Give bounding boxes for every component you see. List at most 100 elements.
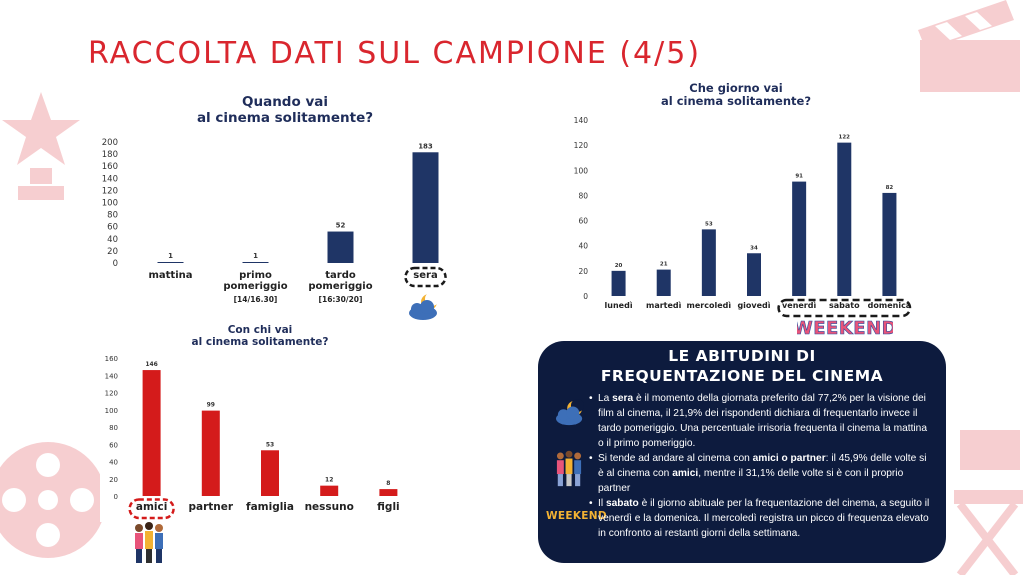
highlight-outline [128,498,175,520]
y-tick-label: 0 [583,292,588,301]
x-tick-sublabel: [16:30/20] [319,295,363,304]
y-tick-label: 140 [105,372,118,380]
bullet2-text-a: Si tende ad andare al cinema con [598,453,753,464]
weekend-badge: WEEKEND [546,510,607,522]
trophy-star-icon [2,92,80,200]
chart-who-panel: Con chi vai al cinema solitamente? 0 20 40… [100,322,420,522]
bar [747,253,761,296]
y-tick-label: 0 [114,493,118,501]
y-tick-label: 80 [109,424,118,432]
summary-box: LE ABITUDINI DI FREQUENTAZIONE DEL CINEM… [538,341,946,563]
bullet2-bold-b: amici [672,468,699,479]
summary-title: LE ABITUDINI DI FREQUENTAZIONE DEL CINEM… [538,346,946,386]
y-tick-label: 100 [574,166,589,175]
bar-value-label: 146 [145,361,158,368]
bar-value-label: 183 [418,142,433,150]
bar-value-label: 99 [207,402,215,409]
friends-group-icon [135,522,163,563]
bar-value-label: 1 [253,252,258,260]
y-tick-label: 40 [109,459,118,467]
y-tick-label: 140 [574,116,589,125]
highlight-outline [404,266,447,288]
bar [837,142,852,296]
x-tick-label: primo [239,270,272,281]
friends-group-icon [556,450,582,487]
summary-bullet-company: Si tende ad andare al cinema con amici o… [589,451,934,496]
x-tick-label: sera [413,270,437,281]
chart-when-plot: 0 20 40 60 80 100 120 140 160 180 200 1 mattina 1 prim… [102,138,447,304]
bar-value-label: 52 [336,222,346,230]
y-tick-label: 100 [102,199,118,209]
moon-cloud-icon [556,399,584,426]
bar [611,270,626,296]
bullet3-text-b: è il giorno abituale per la frequentazio… [598,498,930,539]
x-tick-label: partner [189,501,234,513]
x-tick-label: mercoledì [687,301,732,310]
x-tick-label: giovedì [737,301,770,310]
chart-day-plot: 0 20 40 60 80 100 120 140 20 lunedì 21 martedì 53 mer… [574,116,912,318]
film-reel-icon [0,442,106,558]
bar [320,485,339,496]
chart-who-title-line1: Con chi vai [227,324,293,336]
y-tick-label: 40 [107,235,118,245]
y-tick-label: 20 [107,247,118,257]
bar [242,262,269,263]
y-tick-label: 160 [102,162,118,172]
bar-value-label: 53 [266,441,274,448]
directors-chair-icon [954,430,1023,575]
y-tick-label: 60 [109,441,118,449]
x-tick-label: mattina [148,270,192,281]
chart-when-panel: Quando vai al cinema solitamente? 0 20 40 6… [100,92,470,324]
bar-value-label: 91 [795,174,803,180]
bar-value-label: 8 [386,480,390,487]
clapperboard-icon [918,0,1020,92]
chart-day-title-line1: Che giorno vai [689,81,783,95]
summary-title-line1: LE ABITUDINI DI [668,347,816,365]
bullet1-bold-a: sera [612,393,634,404]
bar [882,192,897,296]
chart-who-title: Con chi vai al cinema solitamente? [100,324,420,348]
bar-value-label: 1 [168,252,173,260]
bullet2-bold-a: amici o partner [752,453,826,464]
bar [656,269,671,296]
y-tick-label: 180 [102,150,118,160]
y-tick-label: 0 [113,259,118,269]
x-tick-label: amici [136,501,167,513]
bullet2-text-c: , mentre il 31,1% delle volte si è con i… [598,468,904,494]
bar [157,262,184,263]
x-tick-label: venerdì [782,301,816,310]
chart-day-title-line2: al cinema solitamente? [660,94,812,109]
bar-value-label: 82 [886,185,894,191]
summary-bullet-evening: La sera è il momento della giornata pref… [589,391,934,451]
bar-value-label: 12 [325,477,333,484]
bullet1-text-a: La [598,393,613,404]
x-tick-label: nessuno [305,501,354,513]
summary-bullet-saturday: Il sabato è il giorno abituale per la fr… [589,496,934,541]
bar [142,370,161,496]
bar [379,489,398,496]
chart-when-title: Quando vai al cinema solitamente? [100,94,470,126]
y-tick-label: 140 [102,174,118,184]
bar-value-label: 20 [615,263,623,269]
x-tick-label: lunedì [605,301,633,310]
x-tick-label: sabato [829,301,860,310]
bar [201,410,220,496]
bullet2-text-b: : il 45,9% delle volte si è al cinema co… [598,453,927,479]
y-tick-label: 60 [107,223,118,233]
x-tick-label: figli [377,501,400,513]
y-tick-label: 200 [102,138,118,148]
bullet3-bold-a: sabato [605,498,639,509]
bar [261,450,279,496]
bar [412,152,439,263]
chart-day-title: Che giorno vai al cinema solitamente? [560,81,912,109]
chart-when-title-line1: Quando vai [242,94,328,110]
chart-who-plot: 0 20 40 60 80 100 120 140 160 146 amici 99 partner 53… [105,355,400,520]
y-tick-label: 40 [578,242,588,251]
chart-when-title-line2: al cinema solitamente? [196,109,374,126]
y-tick-label: 160 [105,355,118,363]
weekend-highlight-outline [777,298,912,318]
x-tick-label: martedì [646,301,682,310]
weekend-logo-text: WEEKEND [797,318,893,338]
bar [792,181,807,296]
summary-title-line2: FREQUENTAZIONE DEL CINEMA [600,367,884,385]
